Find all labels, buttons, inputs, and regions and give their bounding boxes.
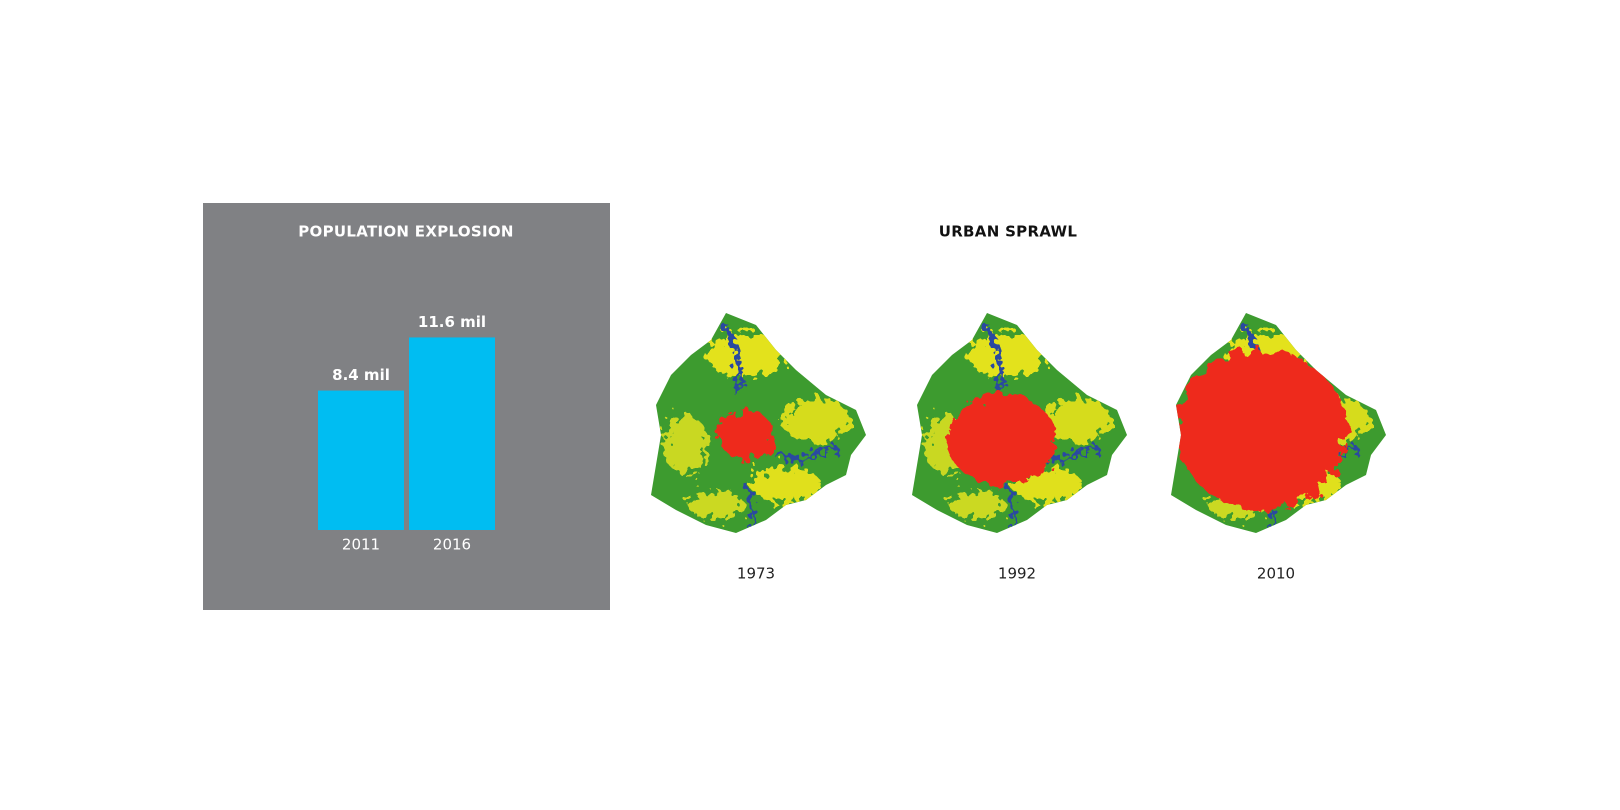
map (651, 313, 866, 533)
map (912, 313, 1127, 533)
map-year: 2010 (1257, 565, 1295, 583)
section-title: URBAN SPRAWL (939, 223, 1078, 241)
chart-title: POPULATION EXPLOSION (298, 223, 514, 241)
x-tick-label: 2011 (342, 536, 380, 554)
map (1171, 313, 1386, 533)
bar (318, 390, 404, 530)
value-label: 8.4 mil (332, 366, 390, 384)
x-tick-label: 2016 (433, 536, 471, 554)
bar (409, 337, 495, 530)
population-panel (203, 203, 610, 610)
value-label: 11.6 mil (418, 313, 486, 331)
map-year: 1973 (737, 565, 775, 583)
map-year: 1992 (998, 565, 1036, 583)
